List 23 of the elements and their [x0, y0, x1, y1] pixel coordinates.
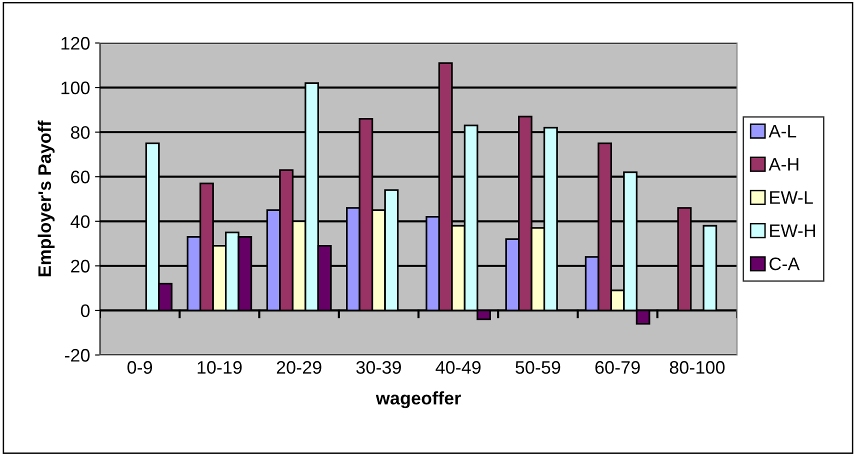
y-tick-label: 20 — [71, 260, 90, 273]
x-tick-label: 80-100 — [670, 361, 725, 374]
x-tick-label: 40-49 — [436, 361, 481, 374]
y-tick-label: 60 — [71, 170, 90, 184]
legend-label: C-A — [770, 257, 800, 270]
legend-label: EW-L — [770, 191, 813, 204]
y-tick-label: 40 — [70, 215, 90, 228]
x-tick-label: 50-59 — [516, 361, 560, 374]
y-tick-label: 0 — [80, 304, 90, 318]
y-axis-title: Employer's Payoff — [38, 120, 55, 276]
x-axis-title: wageoffer — [376, 391, 461, 408]
x-tick-label: 0-9 — [127, 361, 152, 374]
legend-label: EW-H — [770, 224, 815, 237]
y-tick-label: 120 — [62, 36, 90, 50]
y-tick-label: 100 — [62, 82, 90, 94]
x-tick-label: 10-19 — [198, 361, 242, 374]
legend-label: A-L — [768, 124, 796, 138]
y-tick-label: -20 — [64, 348, 90, 362]
x-tick-label: 30-39 — [356, 361, 401, 374]
legend-label: A-H — [768, 158, 798, 171]
x-tick-label: 60-79 — [595, 361, 640, 374]
y-tick-label: 80 — [70, 126, 90, 139]
x-tick-label: 20-29 — [276, 361, 322, 374]
